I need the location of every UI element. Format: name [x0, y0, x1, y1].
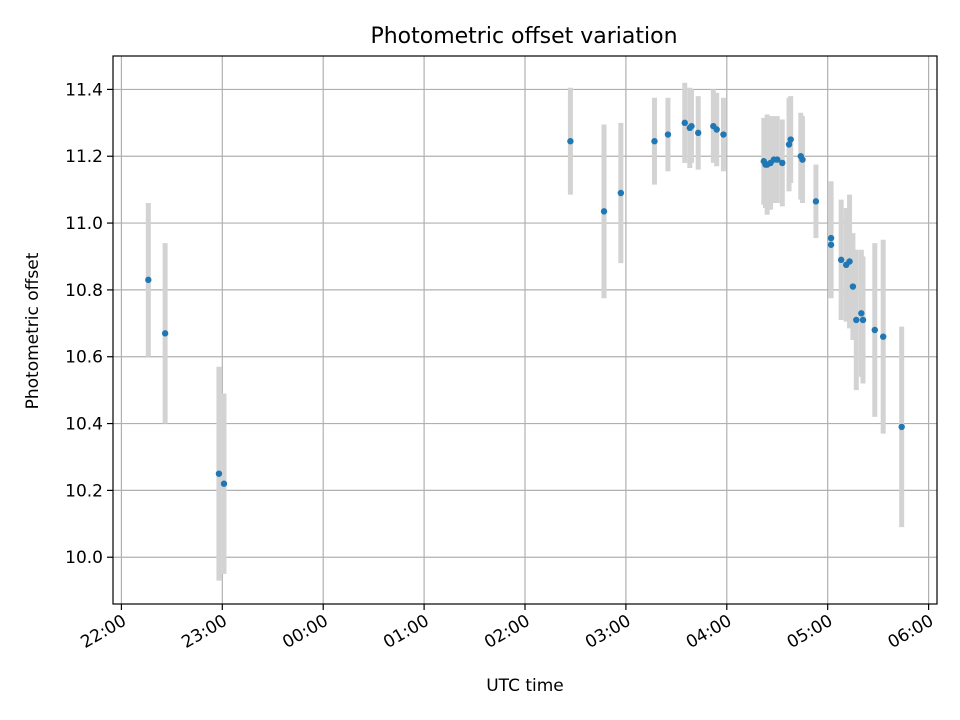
data-point	[567, 138, 574, 145]
y-tick-label: 11.2	[65, 147, 103, 167]
data-points	[145, 119, 905, 487]
data-point	[827, 234, 835, 242]
y-tick-label: 11.4	[65, 80, 103, 100]
data-point	[220, 480, 228, 487]
data-point	[651, 138, 658, 145]
data-point	[713, 126, 720, 133]
y-tick-label: 10.4	[65, 415, 103, 435]
data-point	[879, 333, 887, 340]
data-point	[871, 326, 878, 334]
data-point	[664, 131, 672, 138]
data-point	[681, 119, 688, 127]
y-tick-label: 10.8	[65, 281, 103, 301]
x-axis-label: UTC time	[486, 676, 564, 696]
y-axis-label: Photometric offset	[23, 252, 43, 409]
y-tick-label: 10.6	[65, 348, 103, 368]
data-point	[215, 470, 223, 477]
y-tick-label: 10.0	[65, 548, 103, 568]
chart-title: Photometric offset variation	[370, 24, 677, 49]
data-point	[846, 258, 853, 265]
data-point	[853, 316, 860, 324]
data-point	[600, 208, 608, 215]
y-axis-ticks: 10.0 10.2 10.4 10.6 10.8 11.0 11.2 11.4	[65, 80, 113, 568]
y-tick-label: 11.0	[65, 214, 103, 234]
y-tick-label: 10.2	[65, 481, 103, 501]
data-point	[849, 283, 857, 290]
data-point	[812, 198, 820, 205]
data-point	[837, 256, 845, 264]
data-point	[859, 316, 867, 324]
data-point	[720, 131, 727, 138]
data-point	[785, 141, 793, 148]
data-point	[799, 156, 806, 163]
data-point	[787, 136, 794, 143]
data-point	[858, 310, 865, 317]
data-point	[695, 129, 702, 137]
data-point	[779, 159, 786, 167]
data-point	[688, 122, 695, 130]
data-point	[617, 189, 625, 197]
data-point	[898, 423, 905, 431]
data-point	[145, 276, 152, 284]
grid-lines	[113, 56, 937, 604]
data-point	[774, 156, 781, 163]
data-point	[827, 241, 835, 248]
data-point	[161, 330, 169, 337]
